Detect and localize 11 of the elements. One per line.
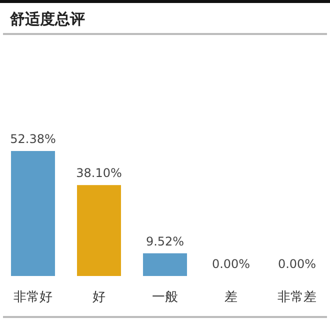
x-tick-label: 非常差: [278, 290, 316, 305]
x-tick-label: 差: [224, 290, 238, 305]
x-tick-label: 一般: [152, 290, 178, 305]
x-tick-label: 非常好: [14, 290, 52, 305]
data-label: 0.00%: [212, 257, 250, 271]
data-label: 9.52%: [146, 234, 184, 248]
data-label: 52.38%: [10, 132, 56, 146]
chart-title: 舒适度总评: [9, 10, 85, 28]
data-label: 0.00%: [278, 257, 316, 271]
x-tick-label: 好: [92, 290, 106, 305]
data-label: 38.10%: [76, 166, 122, 180]
